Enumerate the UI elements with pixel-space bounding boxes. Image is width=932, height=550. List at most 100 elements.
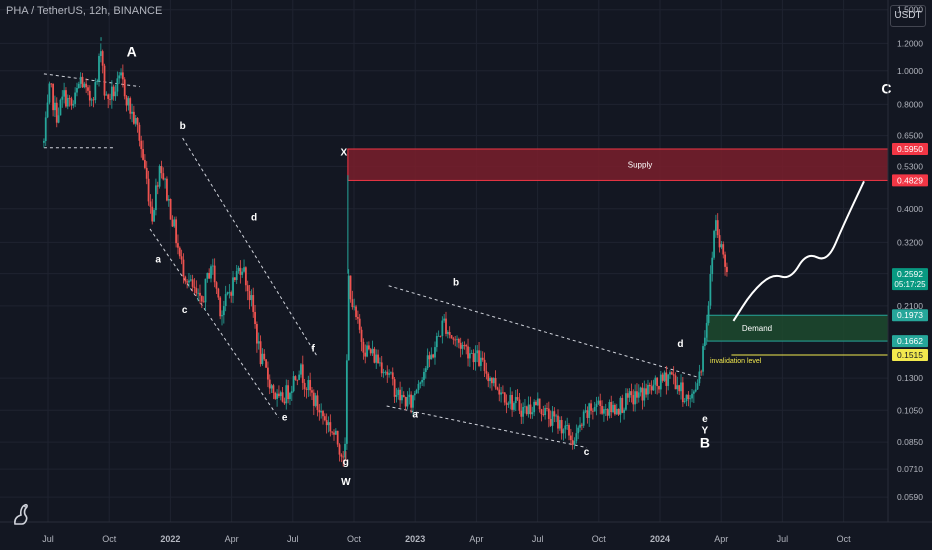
candle-body (70, 98, 73, 106)
candle-body (153, 210, 155, 222)
candle-body (698, 371, 701, 384)
candle-body (654, 377, 657, 385)
candle-body (79, 76, 82, 84)
candle-body (676, 385, 679, 390)
candle-body (390, 372, 392, 374)
wave-label: a (412, 410, 418, 421)
candle-body (718, 235, 721, 248)
candle-body (560, 420, 563, 434)
candle-body (593, 406, 596, 412)
candle-body (210, 266, 212, 279)
candle-body (178, 247, 181, 257)
candle-body (61, 96, 64, 100)
candle-body (650, 386, 653, 391)
price-tag (892, 268, 928, 291)
candle-body (623, 409, 625, 413)
candle-body (263, 353, 266, 360)
candle-body (612, 404, 614, 413)
wave-label: e (282, 413, 288, 424)
candle-body (652, 384, 655, 391)
candle-body (311, 390, 313, 393)
candle-body (487, 373, 490, 382)
candle-body (52, 83, 54, 111)
candle-body (257, 341, 260, 344)
candle-body (619, 397, 622, 415)
candle-body (711, 257, 714, 275)
candle-body (492, 378, 495, 384)
candle-body (463, 344, 466, 346)
price-tick-label: 0.6500 (897, 131, 923, 141)
candle-body (542, 414, 545, 416)
candle-body (274, 392, 277, 399)
candle-body (316, 395, 319, 410)
candle-body (626, 393, 629, 398)
candle-body (621, 397, 624, 413)
candle-body (691, 393, 693, 399)
candle-body (476, 350, 479, 354)
candle-body (597, 400, 600, 404)
currency-button[interactable]: USDT (890, 5, 926, 27)
candle-body (66, 97, 69, 107)
candles (43, 43, 728, 467)
candle-body (307, 380, 310, 390)
candle-body (169, 199, 172, 220)
time-tick-label: Oct (347, 534, 362, 544)
wave-label: f (312, 344, 316, 355)
candle-body (127, 98, 130, 106)
candle-body (254, 311, 256, 325)
candle-body (160, 166, 163, 174)
candle-body (643, 388, 646, 401)
candle-body (402, 395, 405, 398)
time-tick-label: Apr (469, 534, 483, 544)
candle-body (129, 98, 132, 114)
candle-body (580, 424, 583, 426)
candle-body (498, 389, 501, 395)
candle-body (391, 372, 394, 380)
candle-body (404, 397, 407, 407)
candle-body (432, 354, 435, 358)
candle-body (188, 280, 190, 283)
candle-body (279, 392, 282, 397)
candle-body (303, 382, 306, 390)
candle-body (230, 292, 233, 296)
candle-body (219, 297, 222, 317)
candle-body (557, 415, 559, 429)
invalidation-label: invalidation level (710, 358, 762, 365)
price-tick-label: 0.4000 (897, 204, 923, 214)
candle-body (221, 315, 223, 317)
candle-body (452, 338, 455, 340)
candle-body (167, 199, 170, 201)
candle-body (77, 83, 80, 89)
candle-body (408, 394, 411, 397)
candle-body (533, 401, 536, 413)
candle-body (470, 353, 473, 354)
candle-body (92, 99, 95, 101)
candle-body (147, 178, 150, 202)
candle-body (283, 401, 286, 404)
candle-body (289, 393, 291, 400)
candle-body (259, 341, 262, 365)
price-tick-label: 0.0710 (897, 464, 923, 474)
candle-body (237, 267, 240, 272)
candle-body (213, 265, 216, 283)
price-tag-label: 0.4829 (897, 175, 923, 185)
candle-body (603, 409, 605, 414)
price-tag-label: 0.1515 (897, 350, 923, 360)
tradingview-logo-icon (14, 503, 28, 525)
candle-body (199, 292, 201, 296)
candle-body (83, 83, 86, 88)
candle-body (575, 433, 578, 442)
candle-body (301, 364, 304, 383)
candle-body (329, 422, 332, 432)
candle-body (513, 403, 515, 410)
price-tag (892, 309, 928, 322)
candle-body (244, 267, 247, 286)
candle-body (636, 391, 638, 398)
candle-body (566, 425, 569, 426)
price-tag (892, 335, 928, 348)
candle-body (114, 91, 117, 97)
candle-body (590, 403, 592, 411)
candle-body (546, 408, 548, 409)
candle-body (547, 408, 550, 419)
